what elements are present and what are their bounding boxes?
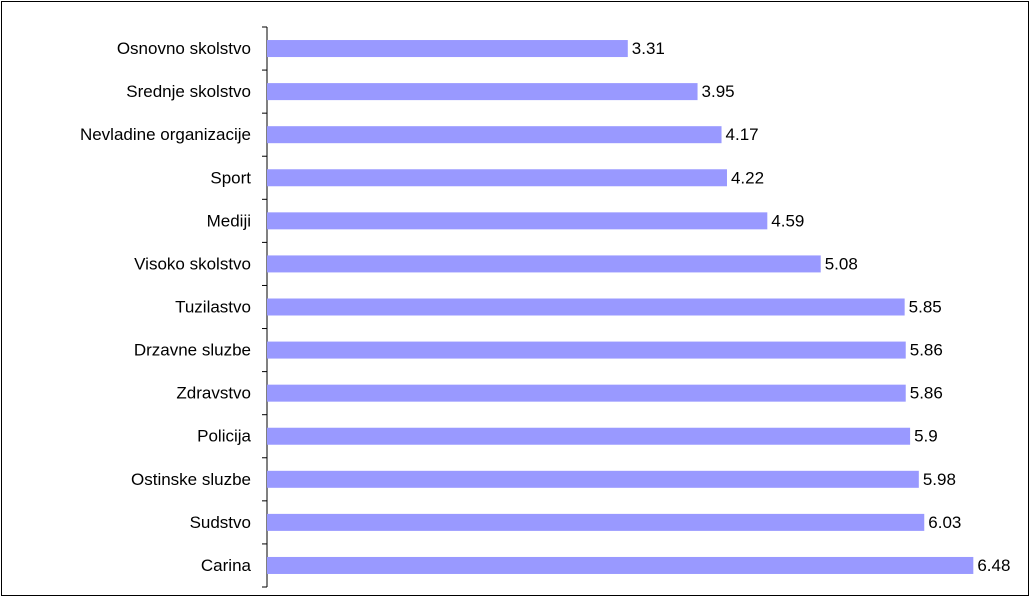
bar: [267, 298, 905, 316]
y-tick-label: Policija: [197, 427, 251, 446]
bar: [267, 470, 919, 488]
y-tick-label: Drzavne sluzbe: [134, 341, 251, 360]
y-tick-label: Tuzilastvo: [175, 297, 251, 316]
value-label: 4.59: [771, 211, 804, 230]
bar: [267, 169, 727, 187]
value-label: 5.98: [923, 470, 956, 489]
bar: [267, 212, 768, 230]
y-tick-label: Carina: [201, 556, 252, 575]
value-label: 3.31: [632, 39, 665, 58]
bar: [267, 341, 906, 359]
bar: [267, 556, 974, 574]
bar: [267, 126, 722, 144]
value-label: 6.48: [977, 556, 1010, 575]
y-tick-label: Visoko skolstvo: [134, 254, 251, 273]
y-tick-label: Zdravstvo: [176, 384, 251, 403]
bar: [267, 384, 906, 402]
value-label: 4.17: [726, 125, 759, 144]
value-label: 5.9: [914, 427, 938, 446]
bar: [267, 513, 925, 531]
bar: [267, 255, 821, 273]
value-label: 6.03: [928, 513, 961, 532]
y-tick-label: Mediji: [207, 211, 251, 230]
value-label: 5.08: [825, 254, 858, 273]
value-label: 5.85: [909, 297, 942, 316]
y-tick-label: Ostinske sluzbe: [131, 470, 251, 489]
value-label: 4.22: [731, 168, 764, 187]
y-tick-label: Sport: [210, 168, 251, 187]
bar: [267, 427, 911, 445]
value-label: 5.86: [910, 341, 943, 360]
y-tick-label: Srednje skolstvo: [126, 82, 251, 101]
y-tick-label: Nevladine organizacije: [80, 125, 251, 144]
value-label: 3.95: [702, 82, 735, 101]
bar: [267, 83, 698, 101]
value-label: 5.86: [910, 384, 943, 403]
bar: [267, 40, 628, 58]
y-tick-label: Sudstvo: [190, 513, 251, 532]
y-tick-label: Osnovno skolstvo: [117, 39, 251, 58]
